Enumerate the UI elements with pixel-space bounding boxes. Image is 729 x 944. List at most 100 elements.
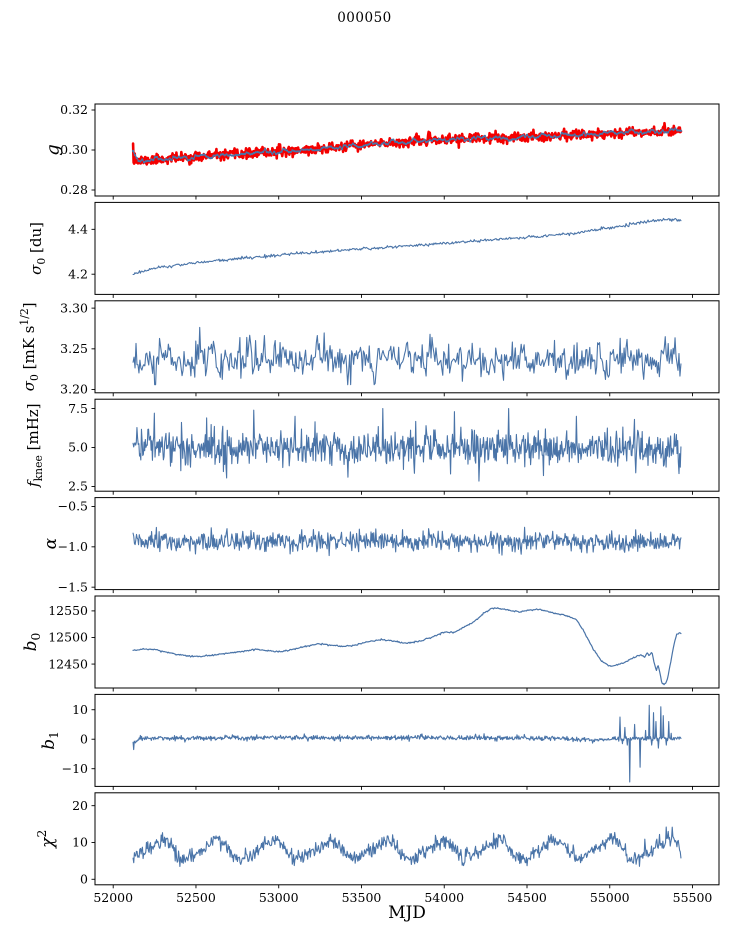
- marker-g-data-blue: [199, 153, 203, 157]
- marker-g-data-blue: [245, 151, 248, 154]
- panel-frame: [94, 792, 720, 886]
- marker-g-data-blue: [588, 133, 591, 136]
- marker-g-data-blue: [613, 132, 617, 135]
- marker-g-data-blue: [144, 160, 148, 163]
- y-tick-label: 3.20: [60, 382, 88, 397]
- panel-alpha: −1.5 −1.0 −0.5 α: [41, 497, 720, 594]
- marker-g-data-blue: [359, 146, 362, 149]
- marker-g-data-blue: [542, 132, 545, 136]
- panel-b0: 12450 12500 12550 b0: [21, 595, 720, 692]
- marker-g-data-blue: [370, 140, 373, 144]
- marker-g-data-blue: [544, 133, 547, 137]
- marker-g-data-blue: [518, 136, 521, 139]
- marker-g-data-blue: [320, 147, 323, 150]
- marker-g-data-blue: [205, 155, 208, 158]
- marker-g-data-blue: [637, 132, 640, 135]
- y-tick-label: 2.5: [68, 479, 88, 494]
- marker-g-data-blue: [232, 154, 236, 157]
- marker-g-data-blue: [474, 137, 477, 140]
- marker-g-data-blue: [403, 142, 406, 145]
- marker-g-data-blue: [208, 156, 212, 160]
- marker-g-data-blue: [219, 153, 223, 156]
- marker-g-data-blue: [458, 137, 461, 141]
- marker-g-data-blue: [318, 149, 322, 152]
- series-b0: [132, 607, 682, 686]
- marker-g-data-blue: [423, 138, 426, 141]
- marker-g-data-blue: [410, 139, 413, 142]
- marker-g-data-blue: [249, 153, 252, 156]
- x-tick-label: 55000: [590, 890, 630, 905]
- marker-g-data-blue: [622, 132, 626, 135]
- marker-g-data-blue: [674, 127, 677, 130]
- marker-g-data-blue: [247, 152, 250, 155]
- marker-g-data-blue: [353, 143, 356, 147]
- marker-g-data-blue: [194, 154, 197, 157]
- marker-g-data-blue: [450, 137, 454, 141]
- panel-b1: −10 0 10 b1: [39, 693, 720, 790]
- marker-g-data-blue: [626, 131, 629, 134]
- marker-g-data-blue: [531, 135, 534, 138]
- marker-g-data-blue: [611, 130, 615, 133]
- marker-g-data-blue: [419, 140, 422, 143]
- panel-frame: [94, 398, 720, 492]
- marker-g-data-blue: [238, 153, 241, 157]
- marker-g-data-blue: [315, 149, 318, 152]
- marker-g-data-blue: [382, 141, 386, 144]
- marker-g-data-blue: [527, 135, 530, 139]
- marker-g-data-blue: [525, 133, 529, 137]
- marker-g-data-blue: [148, 159, 151, 163]
- y-tick-label: 3.25: [60, 341, 88, 356]
- marker-g-data-blue: [335, 147, 338, 150]
- marker-g-data-blue: [665, 131, 668, 134]
- marker-g-data-blue: [443, 138, 446, 141]
- marker-g-data-blue: [366, 143, 369, 147]
- marker-g-data-blue: [362, 144, 366, 147]
- marker-g-data-blue: [520, 135, 523, 138]
- series-sigma0-mK: [132, 326, 682, 386]
- marker-g-data-blue: [276, 152, 279, 155]
- marker-g-data-blue: [225, 153, 228, 156]
- marker-g-data-blue: [621, 131, 624, 134]
- x-tick-label: 53500: [342, 890, 382, 905]
- marker-g-data-blue: [564, 132, 567, 135]
- y-tick-label: −1.0: [58, 539, 88, 554]
- marker-g-data-blue: [591, 133, 595, 136]
- marker-g-data-blue: [478, 135, 481, 139]
- marker-g-data-blue: [522, 134, 525, 137]
- marker-g-data-blue: [606, 131, 609, 134]
- marker-g-data-blue: [251, 152, 254, 156]
- marker-g-data-blue: [628, 129, 631, 132]
- marker-g-data-blue: [657, 132, 661, 135]
- marker-g-data-blue: [590, 132, 593, 136]
- marker-g-data-blue: [467, 138, 470, 141]
- marker-g-data-blue: [135, 156, 138, 160]
- marker-g-data-blue: [357, 146, 360, 149]
- marker-g-data-blue: [210, 156, 214, 160]
- marker-g-data-blue: [487, 139, 490, 142]
- marker-g-data-blue: [163, 159, 166, 162]
- marker-g-data-blue: [371, 142, 375, 145]
- marker-g-data-blue: [192, 157, 195, 161]
- marker-g-data-blue: [505, 137, 509, 140]
- marker-g-data-blue: [274, 152, 278, 156]
- marker-g-data-blue: [568, 133, 571, 137]
- marker-g-data-blue: [152, 158, 155, 162]
- y-axis-label-chi2: χ2: [35, 830, 58, 849]
- marker-g-data-blue: [538, 134, 541, 137]
- x-axis-label: MJD: [388, 903, 426, 923]
- marker-g-data-blue: [432, 137, 435, 141]
- marker-g-data-blue: [655, 130, 659, 133]
- marker-g-data-blue: [650, 128, 653, 131]
- y-tick-label: 5.0: [68, 440, 88, 455]
- marker-g-data-blue: [454, 138, 457, 142]
- marker-g-data-blue: [428, 138, 432, 142]
- marker-g-data-blue: [547, 133, 551, 137]
- marker-g-data-blue: [426, 140, 430, 143]
- marker-g-data-blue: [619, 131, 622, 134]
- marker-g-data-blue: [174, 156, 177, 159]
- marker-g-data-blue: [436, 139, 439, 142]
- marker-g-data-blue: [670, 128, 673, 131]
- marker-g-data-blue: [535, 136, 538, 140]
- marker-g-data-blue: [434, 137, 437, 141]
- marker-g-data-blue: [296, 150, 300, 153]
